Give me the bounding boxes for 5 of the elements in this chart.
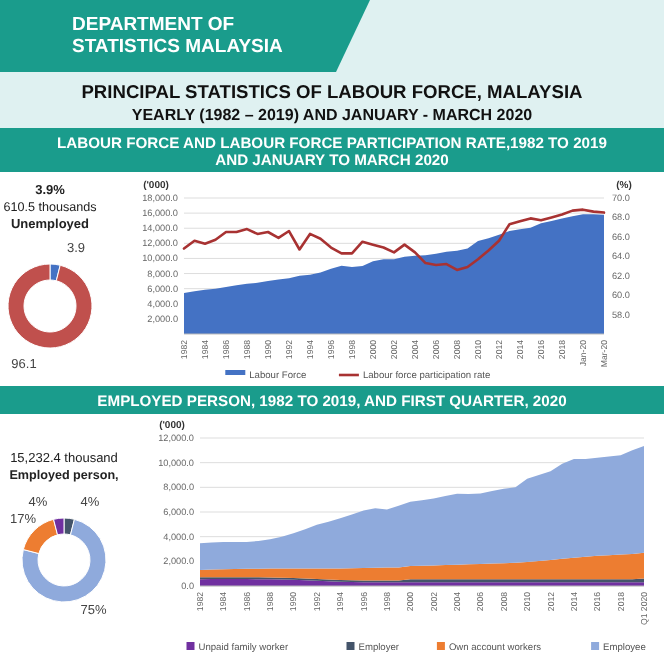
text: YEARLY (1982 – 2019) AND JANUARY - MARCH 2020 bbox=[131, 106, 534, 124]
donut-slice bbox=[7, 263, 93, 349]
text: PRINCIPAL STATISTICS OF LABOUR FORCE, MALAYSIA bbox=[81, 82, 584, 102]
text: DEPARTMENT OF STATISTICS MALAYSIA bbox=[72, 14, 284, 58]
line-series bbox=[182, 208, 606, 272]
